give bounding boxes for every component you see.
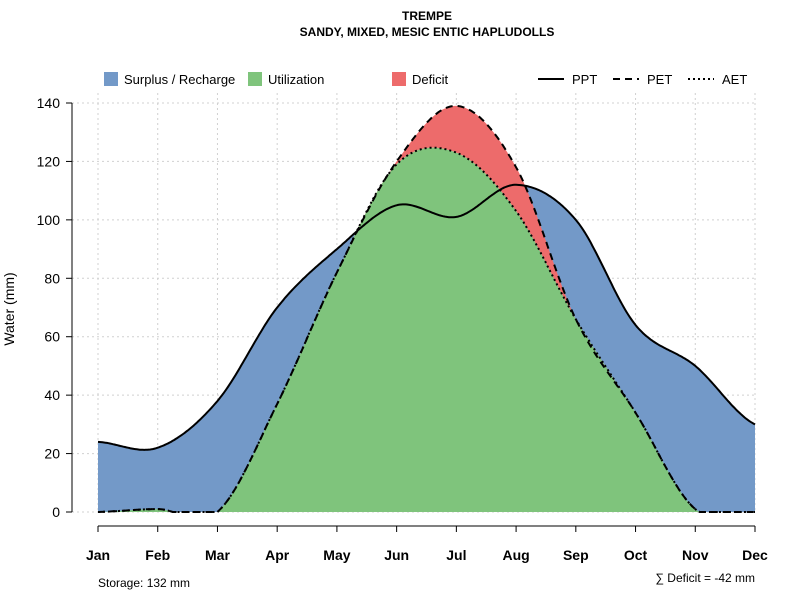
x-tick-label: Jul [446, 547, 466, 563]
legend-swatch [104, 72, 118, 86]
x-tick-label: Sep [563, 547, 589, 563]
legend-label: PPT [572, 72, 597, 87]
y-tick-label: 60 [44, 329, 60, 345]
x-tick-label: Oct [624, 547, 648, 563]
aet-line [98, 146, 755, 513]
x-tick-label: Apr [265, 547, 290, 563]
ppt-line [97, 183, 756, 451]
legend-swatch [392, 72, 406, 86]
pet-line [98, 104, 755, 513]
storage-note: Storage: 132 mm [98, 576, 190, 590]
chart-title: TREMPE [402, 9, 452, 23]
utilization-area [98, 147, 755, 512]
x-tick-label: Aug [502, 547, 529, 563]
area-fills [98, 105, 755, 513]
series-lines [97, 104, 756, 513]
x-tick-label: Nov [682, 547, 709, 563]
axes: 0 20 40 60 80 100 120 140 Jan Feb Mar Apr May Jun Jul A… [37, 95, 768, 563]
y-tick-label: 0 [52, 504, 60, 520]
y-tick-label: 20 [44, 446, 60, 462]
legend-label: PET [647, 72, 672, 87]
legend-label: Surplus / Recharge [124, 72, 235, 87]
legend: Surplus / Recharge Utilization Deficit PPT P… [104, 72, 747, 87]
y-tick-label: 120 [37, 153, 61, 169]
x-tick-label: Mar [205, 547, 230, 563]
x-tick-label: May [323, 547, 350, 563]
y-tick-label: 80 [44, 270, 60, 286]
x-tick-label: Jan [86, 547, 110, 563]
x-tick-label: Jun [384, 547, 409, 563]
y-tick-label: 100 [37, 212, 61, 228]
y-tick-label: 40 [44, 387, 60, 403]
x-tick-label: Dec [742, 547, 768, 563]
deficit-total: ∑ Deficit = -42 mm [655, 571, 755, 585]
legend-label: Utilization [268, 72, 324, 87]
legend-label: AET [722, 72, 747, 87]
legend-label: Deficit [412, 72, 449, 87]
y-tick-label: 140 [37, 95, 61, 111]
legend-swatch [248, 72, 262, 86]
chart-subtitle: SANDY, MIXED, MESIC ENTIC HAPLUDOLLS [300, 25, 555, 39]
y-axis-label: Water (mm) [1, 272, 17, 345]
x-tick-label: Feb [145, 547, 170, 563]
